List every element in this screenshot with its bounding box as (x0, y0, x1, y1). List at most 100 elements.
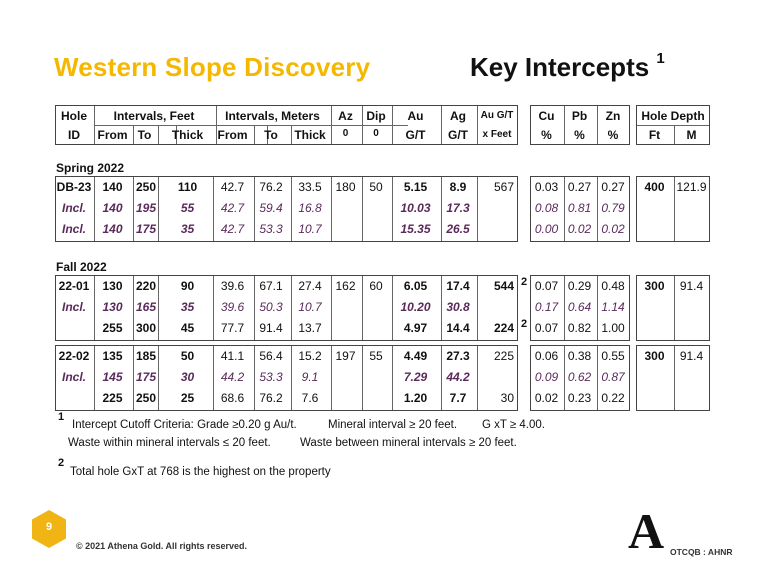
cell-f-from: 140 (102, 201, 123, 215)
cell-pb: 0.29 (567, 279, 592, 293)
hdr-depth: Hole Depth (641, 109, 705, 123)
cell-f-thick: 35 (180, 300, 195, 314)
slide-subtitle: Key Intercepts 1 (470, 50, 665, 83)
cell-gxt: 544 (493, 279, 514, 293)
cell-pb: 0.02 (567, 222, 592, 236)
cell-m-thick: 10.7 (298, 300, 322, 314)
grid-line (477, 177, 478, 241)
cell-f-to: 195 (135, 201, 157, 215)
cell-au: 6.05 (403, 279, 428, 293)
grid-line (331, 346, 332, 410)
grid-line (564, 346, 565, 410)
cell-ag: 26.5 (446, 222, 470, 236)
grid-line (158, 346, 159, 410)
hdr-depth-ft: Ft (648, 128, 661, 142)
grid-line (158, 177, 159, 241)
grid-line (477, 346, 478, 410)
cell-zn: 0.27 (601, 180, 625, 194)
cell-f-to: 220 (135, 279, 157, 293)
cell-zn: 1.00 (601, 321, 625, 335)
footnote-1-waste-within: Waste within mineral intervals ≤ 20 feet… (68, 437, 271, 449)
spring-2022-frame (55, 176, 518, 242)
cell-m-from: 68.6 (220, 391, 245, 405)
cell-gxt: 567 (493, 180, 514, 194)
cell-dip: 60 (369, 279, 383, 293)
hdr-thick-ft: Thick (171, 128, 204, 142)
cell-pb: 0.81 (567, 201, 592, 215)
athena-logo: A (628, 503, 665, 559)
cell-gxt: 30 (500, 391, 514, 405)
cell-zn: 0.55 (601, 349, 625, 363)
cell-au: 10.03 (400, 201, 431, 215)
hdr-id: ID (68, 128, 80, 142)
grid-line (597, 346, 598, 410)
cell-f-from: 135 (102, 349, 123, 363)
grid-line (597, 177, 598, 241)
cell-f-to: 165 (135, 300, 157, 314)
grid-line (213, 276, 214, 340)
hdr-zn: Zn (605, 109, 621, 123)
cell-ag: 14.4 (446, 321, 470, 335)
hdr-az-deg: 0 (342, 128, 349, 139)
grid-line (564, 276, 565, 340)
section-fall: Fall 2022 (56, 260, 107, 274)
cell-f-thick: 25 (180, 391, 195, 405)
hdr-to-m: To (264, 128, 278, 142)
depth-header (636, 105, 710, 145)
page-number: 9 (45, 521, 53, 533)
cell-f-thick: 35 (180, 222, 195, 236)
cell-cu: 0.08 (534, 201, 559, 215)
cell-ag: 17.4 (446, 279, 470, 293)
cell-m-to: 76.2 (259, 180, 283, 194)
cell-au: 1.20 (403, 391, 428, 405)
grid-line (213, 177, 214, 241)
hole-22-02-depth-frame (636, 345, 710, 411)
hdr-int-feet: Intervals, Feet (113, 109, 195, 123)
grid-line (94, 177, 95, 241)
cell-m-from: 42.7 (220, 201, 245, 215)
cell-zn: 1.14 (601, 300, 625, 314)
cell-id: Incl. (61, 222, 86, 236)
cell-gxt: 224 (493, 321, 514, 335)
cell-f-from: 145 (102, 370, 123, 384)
cell-pb: 0.64 (567, 300, 592, 314)
grid-line (441, 276, 442, 340)
grid-line (291, 276, 292, 340)
cell-m: 91.4 (679, 349, 704, 363)
hdr-xfeet: x Feet (482, 129, 512, 140)
cell-dip: 55 (369, 349, 383, 363)
gxt-footnote-mark: 2 (521, 276, 528, 288)
cell-au: 4.97 (403, 321, 428, 335)
cell-f-from: 225 (102, 391, 123, 405)
cell-cu: 0.09 (534, 370, 559, 384)
hole-22-02-frame (55, 345, 518, 411)
cell-pb: 0.38 (567, 349, 592, 363)
hole-22-02-metals-frame (530, 345, 630, 411)
hdr-ag-unit: G/T (448, 128, 468, 142)
grid-line (392, 177, 393, 241)
hdr-to-ft: To (137, 128, 152, 142)
grid-line (674, 276, 675, 340)
cell-ag: 30.8 (446, 300, 470, 314)
grid-line (441, 177, 442, 241)
cell-cu: 0.17 (534, 300, 559, 314)
cell-f-from: 255 (102, 321, 123, 335)
cell-m-to: 56.4 (259, 349, 283, 363)
copyright: © 2021 Athena Gold. All rights reserved. (76, 541, 248, 551)
cell-m-thick: 10.7 (298, 222, 322, 236)
cell-m-thick: 9.1 (301, 370, 319, 384)
grid-line (133, 276, 134, 340)
cell-f-to: 250 (135, 180, 157, 194)
cell-zn: 0.02 (601, 222, 625, 236)
grid-line (291, 177, 292, 241)
hdr-dip-deg: 0 (373, 128, 379, 139)
cell-m-to: 91.4 (259, 321, 283, 335)
hdr-pb: Pb (571, 109, 588, 123)
footnote-1-gxt: G xT ≥ 4.00. (482, 419, 545, 431)
cell-id: Incl. (61, 370, 86, 384)
grid-line (392, 346, 393, 410)
cell-f-from: 140 (102, 222, 123, 236)
grid-line (254, 177, 255, 241)
cell-au: 7.29 (403, 370, 428, 384)
cell-m-to: 50.3 (259, 300, 283, 314)
